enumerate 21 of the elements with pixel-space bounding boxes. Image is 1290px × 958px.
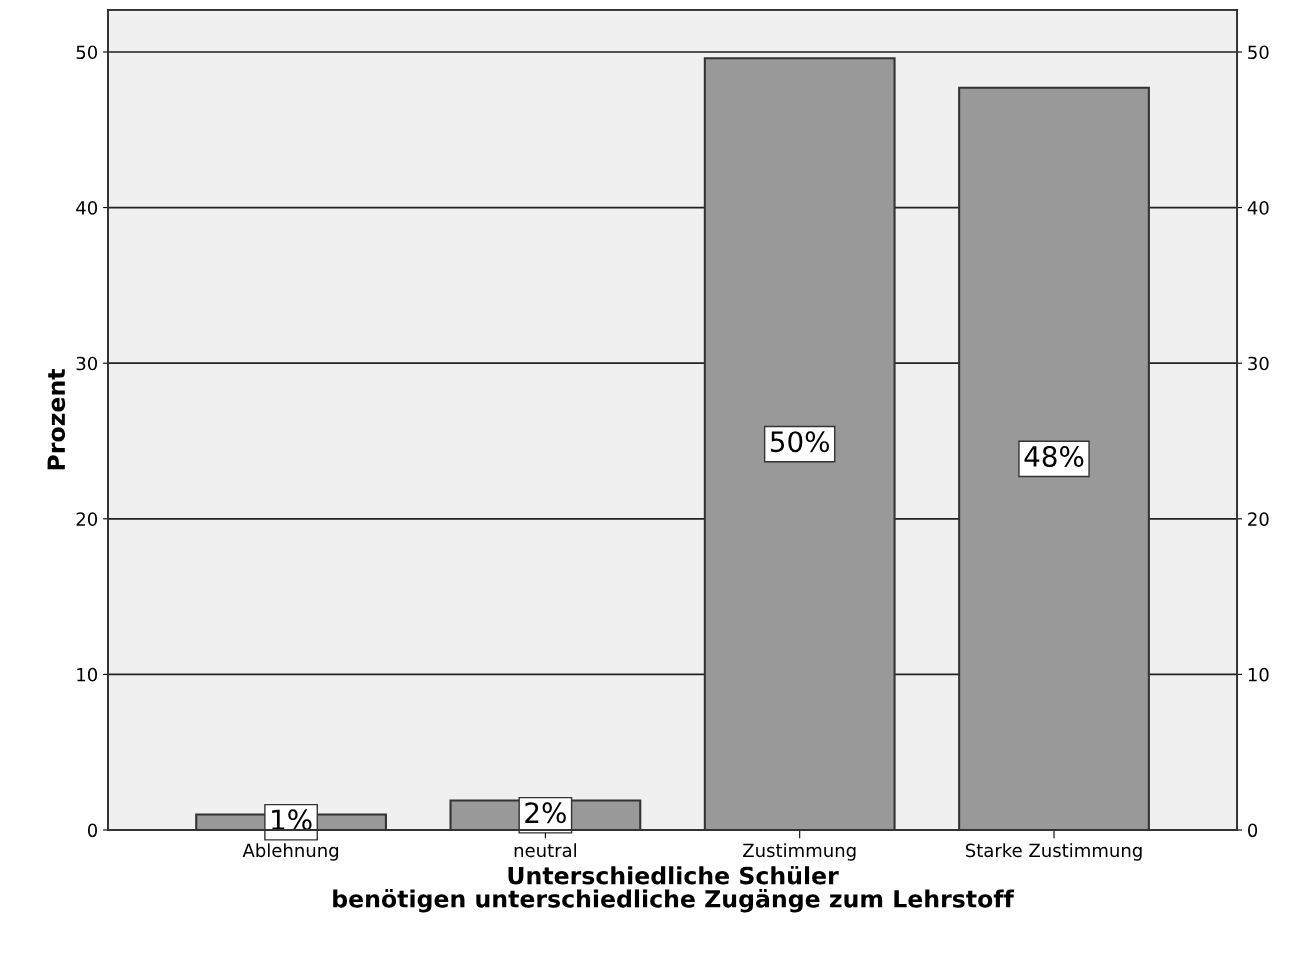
y-tick-label: 30 [76, 356, 98, 371]
y-tick-label: 20 [76, 512, 98, 526]
y2-tick-label: 10 [1248, 667, 1269, 682]
y2-tick-label: 30 [1248, 356, 1269, 371]
data-label: 48% [1024, 445, 1084, 467]
x-tick-label: Ablehnung [242, 843, 339, 861]
y-tick-label: 0 [87, 823, 98, 838]
y-tick-label: 40 [76, 201, 98, 215]
y2-tick-label: 50 [1248, 45, 1269, 60]
y2-tick-label: 20 [1248, 512, 1269, 526]
x-tick-label: Zustimmung [743, 843, 856, 861]
x-tick-label: neutral [514, 843, 576, 858]
y-axis-title: Prozent [47, 369, 66, 470]
y2-tick-label: 40 [1247, 201, 1269, 215]
y-tick-label: 10 [77, 667, 98, 682]
x-axis-title: Unterschiedliche Schüler benötigen unterschiedliche Zugänge zum Lehrstoff [333, 865, 1015, 913]
y2-tick-label: 0 [1248, 823, 1258, 838]
x-tick-label: Starke Zustimmung [965, 843, 1142, 861]
y-tick-label: 50 [76, 45, 98, 60]
data-label: 2% [525, 802, 566, 824]
data-label: 50% [770, 431, 830, 453]
